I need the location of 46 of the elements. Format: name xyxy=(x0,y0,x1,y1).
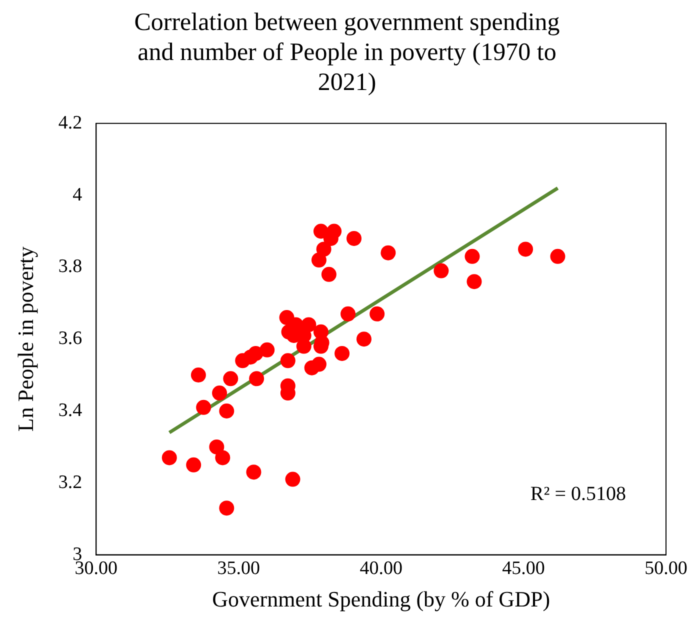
x-tick-label: 45.00 xyxy=(502,558,545,580)
point xyxy=(209,439,224,454)
y-tick-label: 3.6 xyxy=(58,328,82,350)
point xyxy=(518,242,534,257)
point xyxy=(223,371,238,386)
y-tick-label: 3.2 xyxy=(58,472,82,493)
point xyxy=(346,230,362,246)
point xyxy=(340,306,356,322)
chart-title: Correlation between government spending and number of People in poverty (1970 to 2021) xyxy=(133,8,561,98)
y-tick-label: 4 xyxy=(72,184,83,206)
point xyxy=(434,263,449,278)
point xyxy=(370,306,385,322)
point xyxy=(464,248,480,264)
y-tick-label: 3.8 xyxy=(58,256,82,278)
point xyxy=(190,368,206,383)
y-tick-label: 4.2 xyxy=(58,112,82,134)
point xyxy=(285,472,300,487)
point xyxy=(356,332,372,347)
point xyxy=(380,245,396,260)
point xyxy=(301,317,316,332)
point xyxy=(466,274,482,290)
point xyxy=(212,386,228,401)
point xyxy=(196,400,212,415)
point xyxy=(550,248,566,264)
x-tick-label: 35.00 xyxy=(217,558,260,580)
point xyxy=(219,404,234,418)
x-tick-label: 40.00 xyxy=(360,558,402,580)
point xyxy=(296,338,312,354)
x-axis-title: Government Spending (by % of GDP) xyxy=(212,586,550,612)
point xyxy=(321,266,336,282)
point xyxy=(311,252,326,268)
point xyxy=(248,346,264,361)
y-tick-label: 3.4 xyxy=(58,400,83,421)
point xyxy=(280,353,296,368)
point xyxy=(311,356,326,372)
annotation: R² = 0.5108 xyxy=(530,483,626,506)
point xyxy=(162,450,177,466)
y-axis-title: Ln People in poverty xyxy=(12,246,38,432)
x-tick-label: 50.00 xyxy=(644,558,688,580)
point xyxy=(186,457,202,472)
point xyxy=(249,371,264,386)
point xyxy=(260,342,275,358)
point xyxy=(334,346,350,361)
point xyxy=(246,464,262,480)
point xyxy=(219,500,234,516)
point xyxy=(215,450,230,466)
